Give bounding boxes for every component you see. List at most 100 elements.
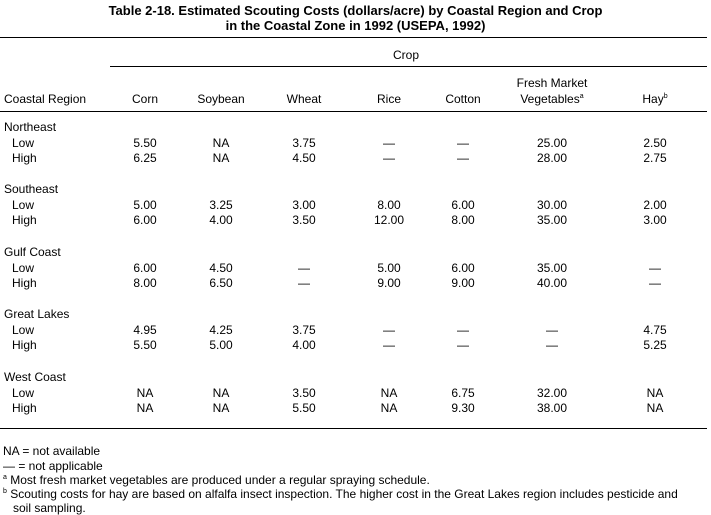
table-cell: — [457, 322, 469, 337]
table-cell: — [649, 260, 661, 275]
table-cell: 6.00 [451, 197, 475, 212]
crop-header: Soybean [181, 92, 261, 106]
table-cell: — [649, 276, 661, 290]
table-cell: 4.25 [209, 322, 233, 337]
table-cell: 5.50 [133, 338, 157, 352]
table-cell: 5.00 [133, 197, 157, 212]
table-cell: 28.00 [536, 151, 568, 165]
table-cell: 3.00 [643, 213, 667, 227]
row-label: High [12, 276, 37, 290]
region-name: Southeast [4, 182, 59, 196]
row-label: High [12, 338, 37, 352]
top-rule [0, 37, 707, 38]
crop-header: Cotton [423, 92, 503, 106]
table-cell: NA [212, 385, 230, 400]
fresh-market-header-line: Fresh Market [516, 76, 588, 90]
table-cell: 9.30 [451, 401, 475, 415]
bottom-rule [0, 428, 707, 429]
table-cell: NA [380, 385, 398, 400]
footnote-b: b Scouting costs for hay are based on al… [3, 487, 678, 501]
footnote-a: a Most fresh market vegetables are produ… [3, 473, 430, 487]
footnote-dash: — = not applicable [3, 459, 103, 473]
crop-header-footnote-marker: a [579, 93, 584, 100]
table-cell: 3.25 [209, 197, 233, 212]
table-cell: NA [212, 151, 230, 165]
table-cell: 9.00 [451, 276, 475, 290]
footnote-b-text-line-1: Scouting costs for hay are based on alfa… [10, 487, 678, 501]
crop-header-label: Rice [376, 92, 401, 106]
table-cell: 4.95 [133, 322, 157, 337]
table-cell: 35.00 [536, 260, 568, 275]
footnote-a-text: Most fresh market vegetables are produce… [10, 473, 430, 487]
crop-header-label: Hay [642, 92, 664, 106]
table-cell: 35.00 [536, 213, 568, 227]
table-cell: NA [136, 385, 154, 400]
table-cell: 2.75 [643, 151, 667, 165]
table-cell: 8.00 [133, 276, 157, 290]
table-cell: — [383, 151, 395, 165]
table-title-line-1: Table 2-18. Estimated Scouting Costs (do… [108, 3, 603, 18]
table-cell: NA [136, 401, 154, 415]
crop-header: Wheat [264, 92, 344, 106]
table-cell: 6.75 [451, 385, 475, 400]
row-label: Low [12, 322, 35, 337]
region-name: Great Lakes [4, 307, 70, 321]
crop-header: Rice [349, 92, 429, 106]
row-label: Low [12, 197, 35, 212]
table-cell: — [457, 151, 469, 165]
table-cell: 40.00 [536, 276, 568, 290]
table-cell: 8.00 [451, 213, 475, 227]
table-cell: NA [646, 385, 664, 400]
table-cell: — [298, 276, 310, 290]
table-cell: 5.25 [643, 338, 667, 352]
table-cell: 8.00 [377, 197, 401, 212]
table-cell: 25.00 [536, 135, 568, 150]
table-cell: NA [212, 135, 230, 150]
row-label: Low [12, 385, 35, 400]
table-cell: 2.00 [643, 197, 667, 212]
table-cell: NA [212, 401, 230, 415]
row-label: High [12, 213, 37, 227]
region-name: Gulf Coast [4, 245, 61, 259]
table-cell: 6.00 [133, 213, 157, 227]
table-cell: 5.50 [133, 135, 157, 150]
table-cell: 4.00 [292, 338, 316, 352]
crop-header: Vegetablesa [512, 92, 592, 106]
row-label: High [12, 401, 37, 415]
table-cell: — [383, 135, 395, 150]
table-cell: 12.00 [373, 213, 405, 227]
region-column-header: Coastal Region [4, 92, 87, 106]
table-cell: 5.00 [377, 260, 401, 275]
crop-header: Corn [105, 92, 185, 106]
crop-header-label: Corn [131, 92, 158, 106]
table-cell: 2.50 [643, 135, 667, 150]
crop-header-label: Vegetables [520, 92, 580, 106]
table-title-line-2: in the Coastal Zone in 1992 (USEPA, 1992… [225, 18, 486, 33]
crop-header-label: Cotton [445, 92, 481, 106]
table-cell: 4.50 [209, 260, 233, 275]
table-cell: — [457, 338, 469, 352]
table-cell: — [457, 135, 469, 150]
table-cell: — [383, 338, 395, 352]
crop-header: Hayb [615, 92, 695, 106]
crop-header-footnote-marker: b [663, 93, 668, 100]
table-cell: 3.75 [292, 135, 316, 150]
table-cell: 6.00 [451, 260, 475, 275]
footnote-b-marker: b [3, 488, 7, 495]
table-cell: 3.00 [292, 197, 316, 212]
footnote-a-marker: a [3, 474, 7, 481]
table-cell: — [546, 338, 558, 352]
table-cell: 32.00 [536, 385, 568, 400]
crop-spanner-header: Crop [392, 48, 419, 62]
table-cell: NA [646, 401, 664, 415]
table-cell: 5.50 [292, 401, 316, 415]
region-name: Northeast [4, 120, 57, 134]
crop-header-label: Soybean [197, 92, 245, 106]
header-rule [0, 111, 707, 112]
region-name: West Coast [4, 370, 66, 384]
footnote-b-text-line-2: soil sampling. [13, 501, 86, 515]
footnote-na: NA = not available [3, 444, 101, 458]
crop-spanner-rule [110, 66, 707, 67]
table-cell: 4.75 [643, 322, 667, 337]
